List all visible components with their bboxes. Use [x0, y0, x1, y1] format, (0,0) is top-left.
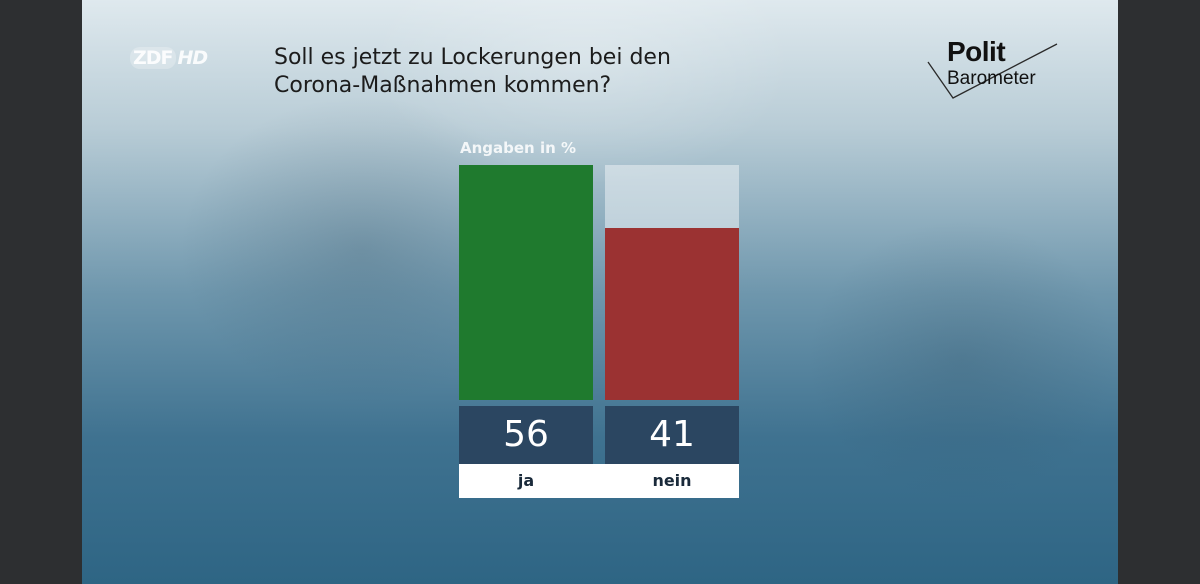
- data-label-ja: 56: [459, 406, 593, 464]
- politbarometer-logo: Polit Barometer: [925, 36, 1065, 102]
- category-label-nein: nein: [652, 471, 692, 490]
- channel-hd-text: HD: [177, 47, 209, 69]
- data-label-nein: 41: [605, 406, 739, 464]
- broadcast-frame: [82, 0, 1118, 584]
- left-pillarbox: [0, 0, 82, 584]
- category-label-ja: ja: [517, 471, 535, 490]
- unit-label: Angaben in %: [460, 139, 577, 157]
- channel-logo: ZDF HD: [130, 46, 209, 70]
- brand-line-2: Barometer: [947, 68, 1036, 89]
- chart-title-line-2: Corona-Maßnahmen kommen?: [274, 73, 612, 98]
- chart-title: Soll es jetzt zu Lockerungen bei den Cor…: [274, 44, 794, 100]
- checkmark-icon: [927, 43, 1058, 99]
- channel-logo-text: ZDF: [130, 47, 176, 69]
- bar-ja: [459, 165, 593, 400]
- chart-title-line-1: Soll es jetzt zu Lockerungen bei den: [274, 45, 671, 70]
- right-pillarbox: [1118, 0, 1200, 584]
- bar-nein: [605, 228, 739, 400]
- brand-line-1: Polit: [947, 36, 1006, 67]
- category-strip: [459, 464, 739, 498]
